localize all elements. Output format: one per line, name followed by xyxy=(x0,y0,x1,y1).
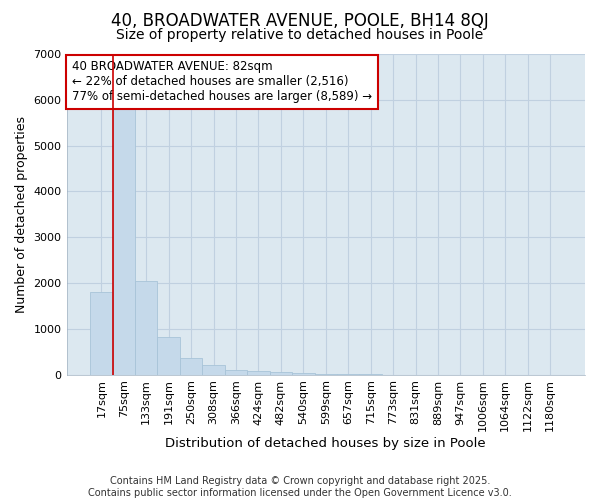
Bar xyxy=(157,337,180,374)
Bar xyxy=(269,372,292,374)
Bar xyxy=(292,373,314,374)
Text: Size of property relative to detached houses in Poole: Size of property relative to detached ho… xyxy=(116,28,484,42)
Bar xyxy=(113,106,135,374)
Bar xyxy=(180,358,202,374)
Text: 40, BROADWATER AVENUE, POOLE, BH14 8QJ: 40, BROADWATER AVENUE, POOLE, BH14 8QJ xyxy=(111,12,489,30)
Text: 40 BROADWATER AVENUE: 82sqm
← 22% of detached houses are smaller (2,516)
77% of : 40 BROADWATER AVENUE: 82sqm ← 22% of det… xyxy=(72,60,372,104)
Bar xyxy=(135,280,157,374)
Y-axis label: Number of detached properties: Number of detached properties xyxy=(15,116,28,313)
Bar xyxy=(202,364,225,374)
Text: Contains HM Land Registry data © Crown copyright and database right 2025.
Contai: Contains HM Land Registry data © Crown c… xyxy=(88,476,512,498)
X-axis label: Distribution of detached houses by size in Poole: Distribution of detached houses by size … xyxy=(166,437,486,450)
Bar xyxy=(90,292,113,374)
Bar xyxy=(247,371,269,374)
Bar xyxy=(225,370,247,374)
